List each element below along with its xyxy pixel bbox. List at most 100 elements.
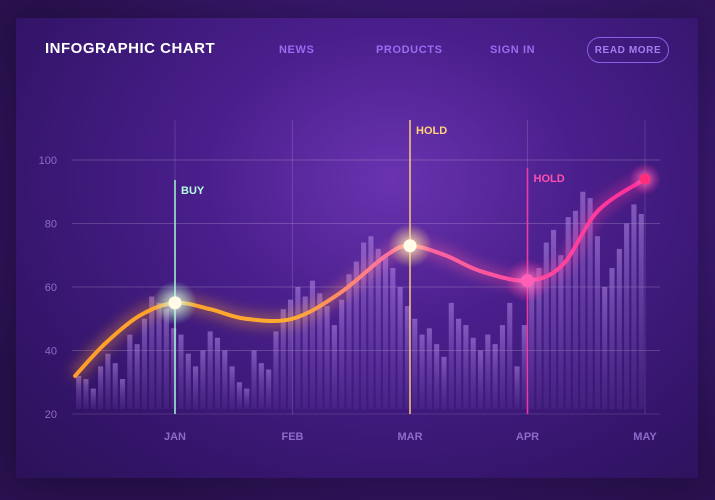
bar (499, 325, 505, 409)
bar (295, 287, 301, 409)
bar (580, 191, 586, 409)
bar (193, 366, 199, 409)
bar (141, 318, 147, 409)
bar (207, 331, 213, 409)
x-tick-label-may: MAY (633, 431, 657, 443)
bar (280, 309, 286, 409)
bar (529, 280, 535, 409)
bar (434, 344, 440, 409)
annotation-point (168, 296, 182, 310)
bar (426, 328, 432, 409)
bar (302, 296, 308, 409)
bar (200, 350, 206, 409)
end-point (639, 173, 651, 185)
bar (185, 353, 191, 409)
bar (587, 198, 593, 409)
x-tick-label-mar: MAR (397, 431, 422, 443)
bar (558, 255, 564, 409)
nav-products[interactable]: PRODUCTS (376, 44, 443, 56)
bar (309, 280, 316, 409)
annotation-label-buy: BUY (181, 185, 205, 197)
bar (251, 350, 257, 409)
bar (346, 274, 352, 409)
bar (214, 337, 221, 409)
y-tick-label: 100 (39, 155, 57, 167)
bar (339, 299, 345, 409)
bar (477, 350, 484, 409)
bar (368, 236, 374, 409)
bar (266, 369, 272, 409)
nav-news[interactable]: NEWS (279, 44, 315, 56)
bar (163, 309, 169, 409)
page-title: INFOGRAPHIC CHART (45, 40, 216, 57)
read-more-label: READ MORE (594, 44, 662, 56)
bar (222, 350, 228, 409)
bar (536, 267, 542, 409)
bar (485, 334, 491, 409)
bar (324, 306, 330, 409)
bar (361, 242, 367, 409)
y-tick-label: 20 (45, 409, 57, 421)
bar (83, 379, 89, 409)
bar (119, 379, 126, 409)
bar (616, 248, 622, 409)
bar (127, 334, 133, 409)
bar (463, 325, 469, 409)
bar (602, 287, 608, 409)
bar (572, 210, 579, 409)
bar (470, 337, 476, 409)
bar (375, 248, 381, 409)
y-tick-label: 80 (45, 219, 57, 231)
bar (229, 366, 235, 409)
bar (382, 255, 389, 409)
nav-sign-in[interactable]: SIGN IN (490, 44, 536, 56)
bar (98, 366, 104, 409)
bar (448, 302, 454, 409)
y-tick-label: 40 (45, 346, 57, 358)
bar (412, 318, 418, 409)
bar (631, 204, 637, 409)
bar (134, 344, 140, 409)
read-more-button[interactable]: READ MORE (587, 37, 669, 63)
bar (521, 325, 527, 409)
bar (551, 229, 557, 409)
bar (441, 356, 447, 409)
bar (105, 353, 111, 409)
bar (397, 287, 403, 409)
bar (565, 217, 571, 409)
bar (514, 366, 520, 409)
x-tick-label-feb: FEB (282, 431, 304, 443)
bar (236, 382, 242, 409)
bar (404, 306, 411, 409)
bar (112, 363, 118, 409)
annotation-label-hold: HOLD (416, 125, 447, 137)
bar (492, 344, 498, 409)
bar (507, 302, 513, 409)
bar (258, 363, 264, 409)
bar (317, 293, 323, 409)
bar (419, 334, 425, 409)
bar (456, 318, 462, 409)
bar (390, 267, 396, 409)
bar (353, 261, 359, 409)
bar (624, 223, 630, 409)
annotation-point (521, 274, 534, 288)
x-tick-label-apr: APR (516, 431, 539, 443)
x-tick-label-jan: JAN (164, 431, 186, 443)
bar (273, 331, 279, 409)
bar (609, 267, 615, 409)
bar (331, 325, 337, 409)
bar (90, 388, 96, 409)
bar (149, 296, 155, 409)
bar (244, 388, 250, 409)
bar (156, 302, 162, 409)
bar (171, 328, 177, 409)
annotation-label-hold: HOLD (534, 173, 565, 185)
bar (76, 375, 82, 409)
bar (594, 236, 600, 409)
bar (178, 334, 184, 409)
bar (288, 299, 294, 409)
y-tick-label: 60 (45, 282, 57, 294)
bar (543, 242, 549, 409)
